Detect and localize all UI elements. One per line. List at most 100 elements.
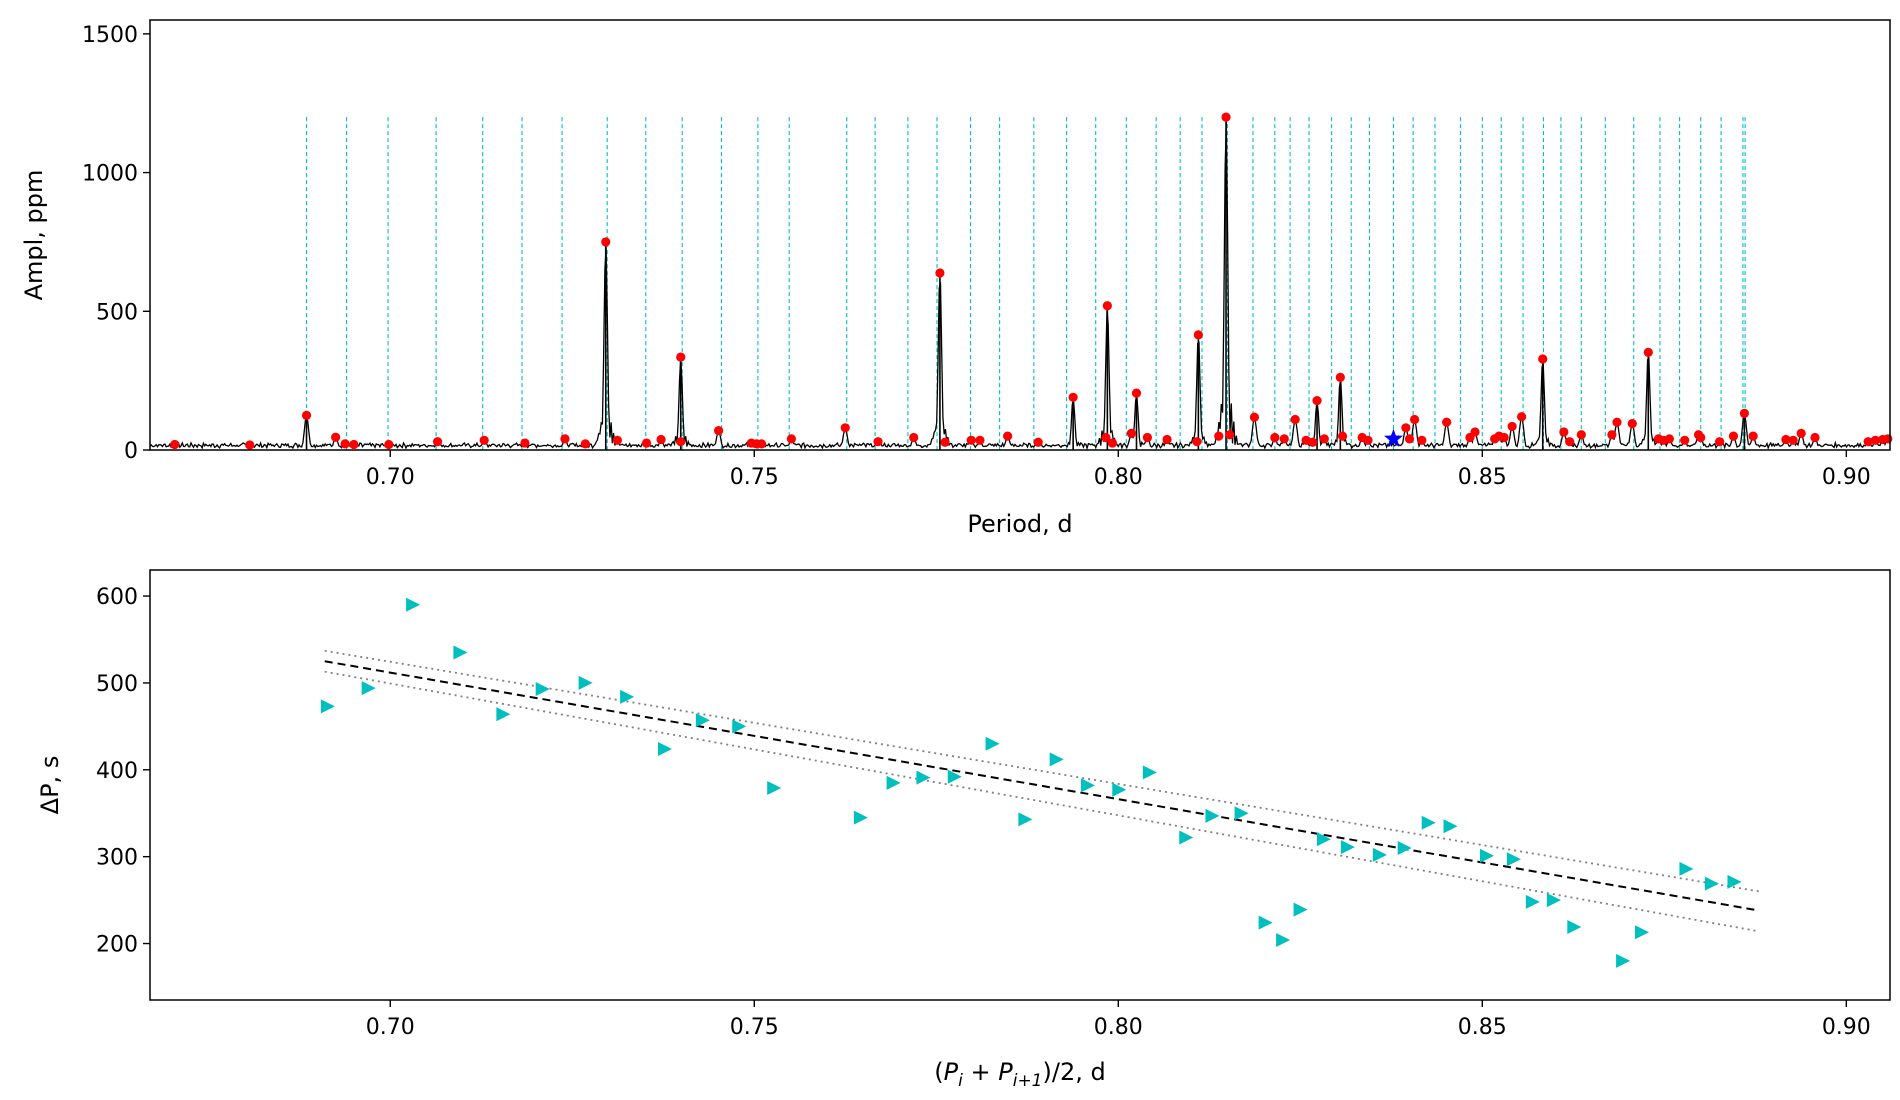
spacing-point (620, 689, 635, 704)
spacing-point (535, 682, 550, 697)
peak-marker (873, 437, 883, 447)
peak-marker (580, 439, 590, 449)
peak-marker (1883, 434, 1893, 444)
peak-marker (935, 268, 945, 278)
spacing-point (1506, 852, 1521, 867)
spacing-point (1443, 819, 1458, 834)
peak-marker (1796, 428, 1806, 438)
peak-marker (1221, 112, 1231, 122)
spacing-point (767, 781, 782, 796)
peak-marker (1142, 432, 1153, 443)
peak-marker (1442, 417, 1452, 427)
spacing-point (1142, 765, 1157, 780)
spacing-point (320, 699, 335, 714)
peak-marker (432, 437, 443, 447)
spacing-point (1525, 894, 1540, 909)
y-tick-label: 1500 (82, 23, 138, 48)
peak-marker (1225, 430, 1235, 440)
bottom-x-axis-label: (Pi + Pi+1)/2, d (934, 1058, 1105, 1091)
y-tick-label: 500 (96, 672, 138, 697)
x-tick-label: 0.70 (366, 465, 415, 490)
peak-marker (1162, 434, 1172, 445)
peak-marker (756, 439, 767, 449)
peak-markers (170, 112, 1893, 450)
y-tick-label: 400 (96, 759, 138, 784)
spacing-point (1316, 832, 1331, 847)
peak-marker (1627, 419, 1637, 429)
bottom-y-axis-label: ΔP, s (36, 756, 64, 815)
top-x-ticks: 0.70 0.75 0.80 0.85 0.90 (366, 450, 1871, 490)
spacing-point (1479, 848, 1494, 863)
x-tick-label: 0.85 (1458, 1015, 1507, 1040)
spacing-point (1293, 902, 1308, 917)
fit-upper-band (324, 649, 1760, 893)
peak-marker (1249, 412, 1260, 422)
peak-marker (1465, 432, 1475, 443)
peak-marker (676, 352, 686, 362)
spacing-point (1258, 915, 1273, 930)
peak-marker (641, 438, 652, 448)
peak-marker (331, 432, 341, 442)
spacing-point (1372, 847, 1387, 862)
peak-marker (1214, 431, 1224, 441)
spacing-point (1567, 920, 1582, 935)
peak-marker (601, 237, 611, 247)
bottom-x-ticks: 0.70 0.75 0.80 0.85 0.90 (366, 1000, 1871, 1040)
peak-marker (786, 434, 796, 444)
peak-marker (1643, 347, 1653, 357)
peak-marker (1193, 330, 1203, 340)
peak-marker (1401, 423, 1411, 433)
peak-marker (479, 435, 489, 445)
spacing-point (1080, 778, 1095, 793)
spacing-point (886, 775, 901, 790)
spacing-point (578, 675, 593, 690)
fit-lower-band (324, 670, 1760, 933)
x-tick-label: 0.75 (730, 465, 779, 490)
spacing-point (361, 681, 376, 696)
x-tick-label: 0.90 (1822, 1015, 1871, 1040)
peak-marker (1748, 431, 1758, 441)
peak-marker (1680, 435, 1690, 445)
bottom-plot-frame (149, 569, 1891, 1001)
peak-marker (1363, 435, 1373, 445)
spacing-point (1727, 874, 1742, 889)
spacing-point (1018, 812, 1033, 827)
spacing-point (947, 769, 962, 784)
peak-marker (1781, 434, 1791, 445)
peak-marker (1607, 430, 1617, 440)
peak-marker (1068, 392, 1078, 402)
peak-marker (909, 432, 919, 443)
periodogram-panel: 0.70 0.75 0.80 0.85 0.90 0 500 1000 1500 Period… (20, 19, 1893, 538)
x-tick-label: 0.70 (366, 1015, 415, 1040)
x-tick-label: 0.85 (1458, 465, 1507, 490)
top-x-axis-label: Period, d (967, 510, 1072, 538)
peak-marker (340, 439, 350, 449)
peak-marker (1319, 434, 1329, 444)
spacing-point (1616, 953, 1631, 968)
peak-marker (1312, 396, 1322, 406)
star-marker (1384, 428, 1403, 447)
peak-marker (676, 437, 686, 447)
star-glyph (1384, 428, 1403, 447)
peak-marker (560, 434, 570, 444)
spacing-point (1546, 893, 1561, 908)
peak-marker (1499, 432, 1509, 443)
top-y-axis-label: Ampl, ppm (20, 170, 48, 301)
x-tick-label: 0.80 (1094, 465, 1143, 490)
x-tick-label: 0.80 (1094, 1015, 1143, 1040)
spacing-point (1679, 861, 1694, 876)
spacing-point (985, 736, 1000, 751)
period-spacing-panel: 0.70 0.75 0.80 0.85 0.90 200 300 400 500 600 (Pi… (36, 569, 1891, 1091)
peak-marker (1788, 435, 1798, 445)
peak-marker (1559, 427, 1569, 437)
peak-marker (1715, 437, 1725, 447)
spacing-point (853, 810, 868, 825)
y-tick-label: 500 (96, 300, 138, 325)
top-plot-frame (149, 19, 1891, 451)
spacing-point (453, 645, 468, 660)
peak-marker (713, 425, 724, 436)
peak-marker (1810, 432, 1820, 443)
peak-marker (1538, 354, 1548, 364)
peak-marker (1612, 417, 1622, 427)
